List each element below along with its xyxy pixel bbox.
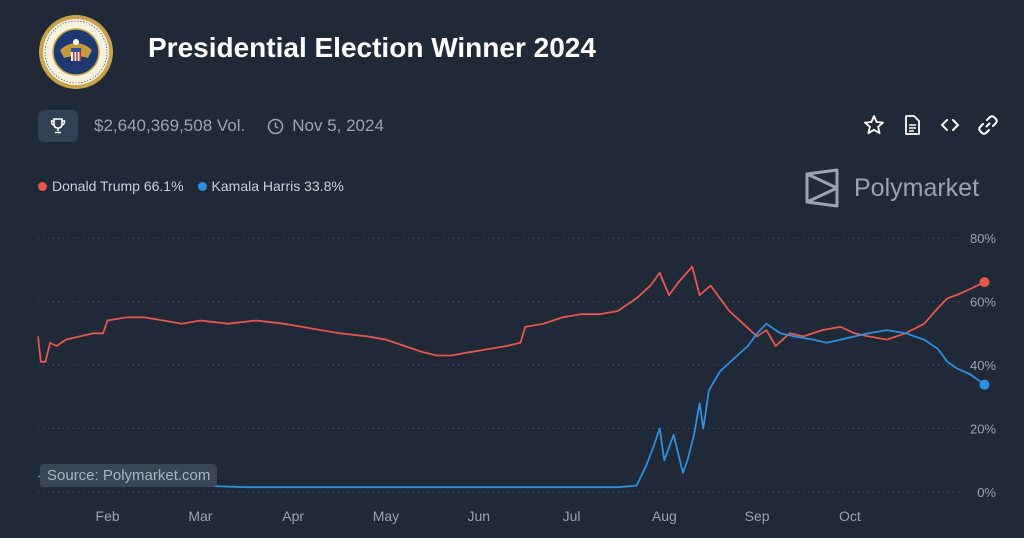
chart-legend: Donald Trump 66.1% Kamala Harris 33.8% — [38, 178, 358, 194]
link-icon[interactable] — [976, 113, 1000, 137]
x-tick-label: Apr — [282, 508, 304, 524]
y-tick-label: 80% — [970, 231, 996, 246]
star-icon[interactable] — [862, 113, 886, 137]
y-tick-label: 0% — [977, 485, 996, 500]
x-tick-label: Sep — [745, 508, 770, 524]
x-tick-label: Jun — [467, 508, 490, 524]
polymarket-brand[interactable]: Polymarket — [804, 168, 979, 208]
source-label: Source: Polymarket.com — [40, 464, 218, 487]
series-line-harris — [37, 322, 986, 489]
legend-item-trump[interactable]: Donald Trump 66.1% — [38, 178, 184, 194]
document-icon[interactable] — [900, 113, 924, 137]
end-date: Nov 5, 2024 — [292, 116, 384, 135]
presidential-seal-logo — [38, 14, 114, 90]
polymarket-logo-icon — [805, 168, 839, 208]
market-meta: $2,640,369,508 Vol. Nov 5, 2024 — [38, 110, 384, 142]
legend-label-trump: Donald Trump 66.1% — [52, 178, 184, 194]
legend-dot-harris — [197, 181, 207, 191]
chart-series — [37, 265, 990, 489]
legend-item-harris[interactable]: Kamala Harris 33.8% — [197, 178, 344, 194]
x-tick-label: May — [373, 508, 399, 524]
chart-grid — [38, 237, 962, 493]
x-tick-label: Aug — [652, 508, 677, 524]
y-axis-ticks: 80% 60% 40% 20% 0% — [970, 231, 996, 500]
series-line-trump — [37, 265, 985, 363]
y-tick-label: 20% — [970, 422, 996, 437]
trophy-button[interactable] — [38, 110, 78, 142]
brand-name: Polymarket — [854, 173, 980, 202]
series-endpoint-harris — [979, 379, 990, 390]
x-tick-label: Feb — [96, 508, 120, 524]
series-endpoint-trump — [979, 277, 990, 288]
y-tick-label: 60% — [970, 295, 996, 310]
code-icon[interactable] — [938, 113, 962, 137]
x-tick-label: Jul — [563, 508, 581, 524]
clock-icon — [267, 118, 284, 135]
legend-dot-trump — [38, 181, 47, 191]
volume-text: $2,640,369,508 Vol. — [94, 116, 246, 135]
page-title: Presidential Election Winner 2024 — [148, 32, 596, 63]
action-bar — [862, 113, 1000, 137]
trophy-icon — [50, 118, 66, 134]
x-tick-label: Mar — [188, 508, 212, 524]
x-axis-ticks: Feb Mar Apr May Jun Jul Aug Sep Oct — [96, 508, 861, 524]
y-tick-label: 40% — [970, 358, 996, 373]
x-tick-label: Oct — [839, 508, 861, 524]
legend-label-harris: Kamala Harris 33.8% — [211, 178, 344, 194]
